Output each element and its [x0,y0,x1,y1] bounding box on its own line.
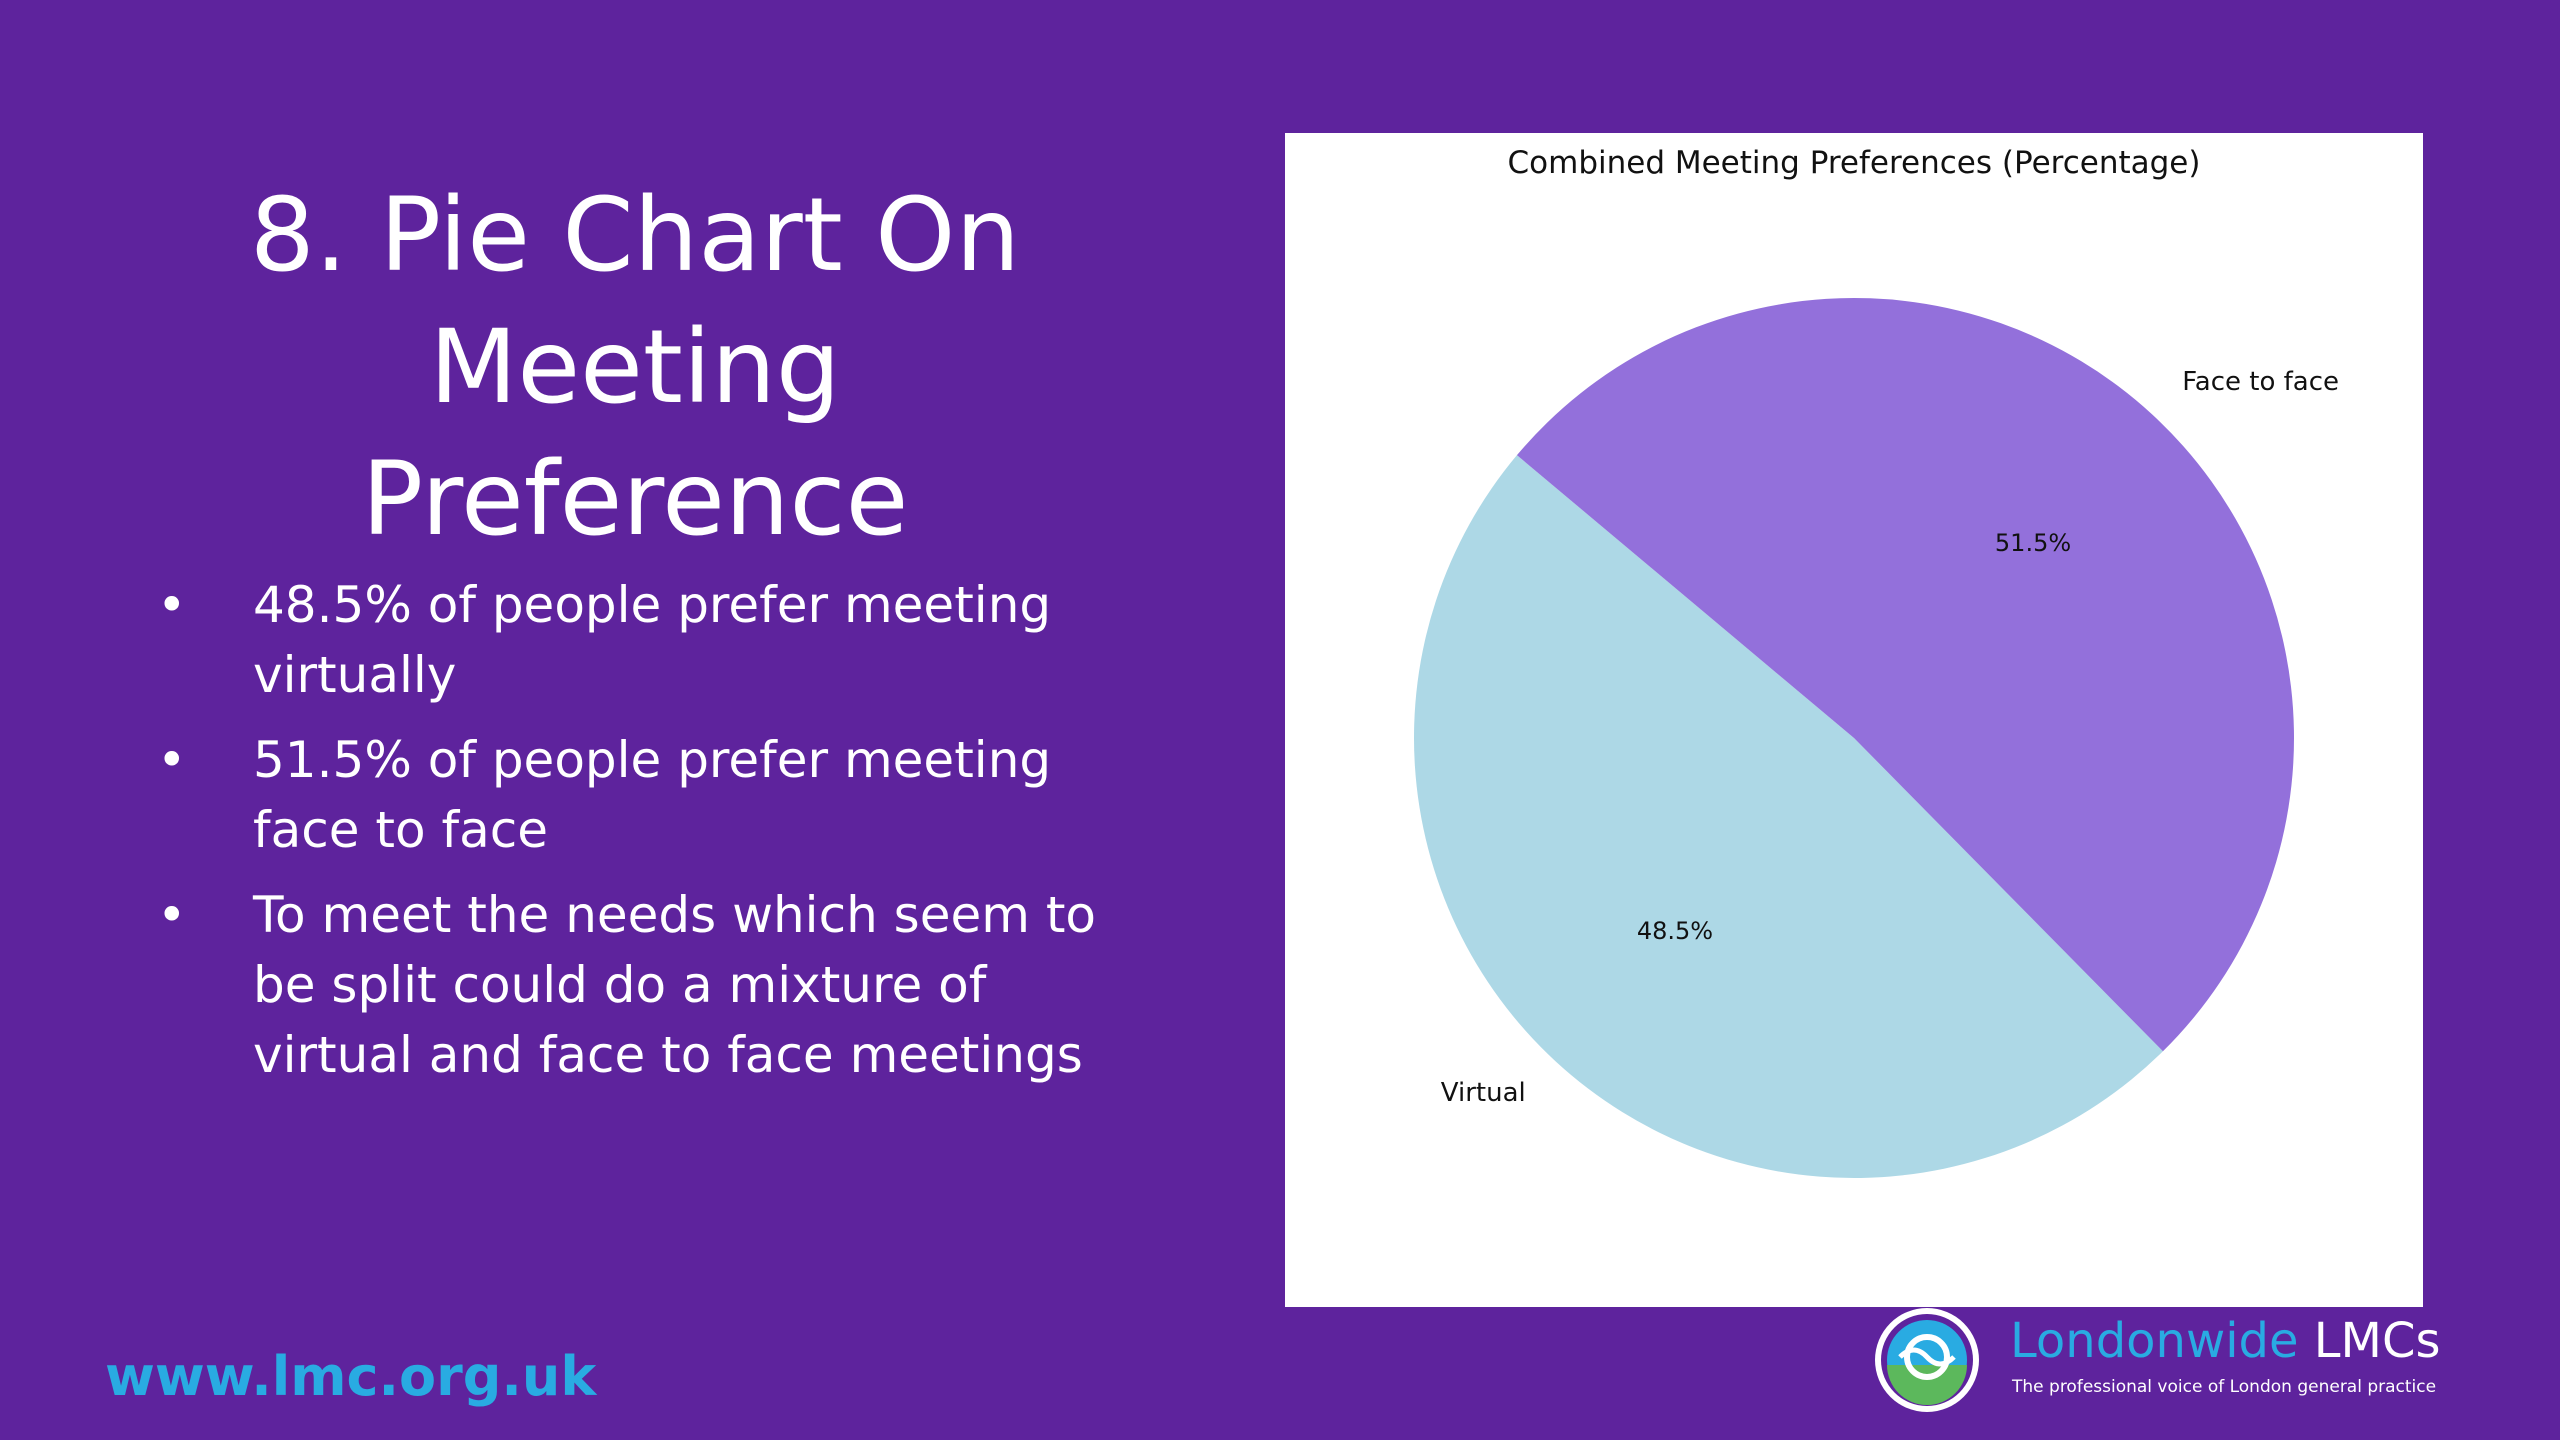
pie-category-label: Face to face [2182,367,2339,397]
slide-title: 8. Pie Chart On Meeting Preference [140,170,1130,566]
pie-value-label: 48.5% [1637,917,1713,945]
londonwide-lmcs-logo: Londonwide LMCs The professional voice o… [1872,1305,2440,1420]
chart-title: Combined Meeting Preferences (Percentage… [1507,145,2201,181]
pie-category-label: Virtual [1441,1078,1526,1108]
londonwide-lmcs-logo-icon [1875,1308,1979,1412]
logo-name-lmcs: LMCs [2298,1313,2441,1369]
logo-name: Londonwide LMCs [2010,1313,2440,1369]
logo-tagline: The professional voice of London general… [2012,1377,2437,1397]
website-link[interactable]: www.lmc.org.uk [105,1345,597,1408]
bullet-item: 48.5% of people prefer meeting virtually [145,570,1145,710]
logo-name-londonwide: Londonwide [2010,1313,2299,1369]
pie-chart: 48.5% Virtual 51.5% Face to face [1414,297,2339,1178]
pie-slice-virtual [1414,455,2163,1178]
pie-value-label: 51.5% [1995,529,2071,557]
pie-slice-face-to-face [1516,297,2295,1052]
slide-title-line-2: Meeting Preference [361,308,909,559]
bullet-item: To meet the needs which seem to be split… [145,880,1145,1090]
bullet-list: 48.5% of people prefer meeting virtually… [145,570,1145,1105]
bullet-item: 51.5% of people prefer meeting face to f… [145,725,1145,865]
slide-title-line-1: 8. Pie Chart On [249,176,1021,295]
pie-chart-panel: Combined Meeting Preferences (Percentage… [1285,133,2423,1307]
